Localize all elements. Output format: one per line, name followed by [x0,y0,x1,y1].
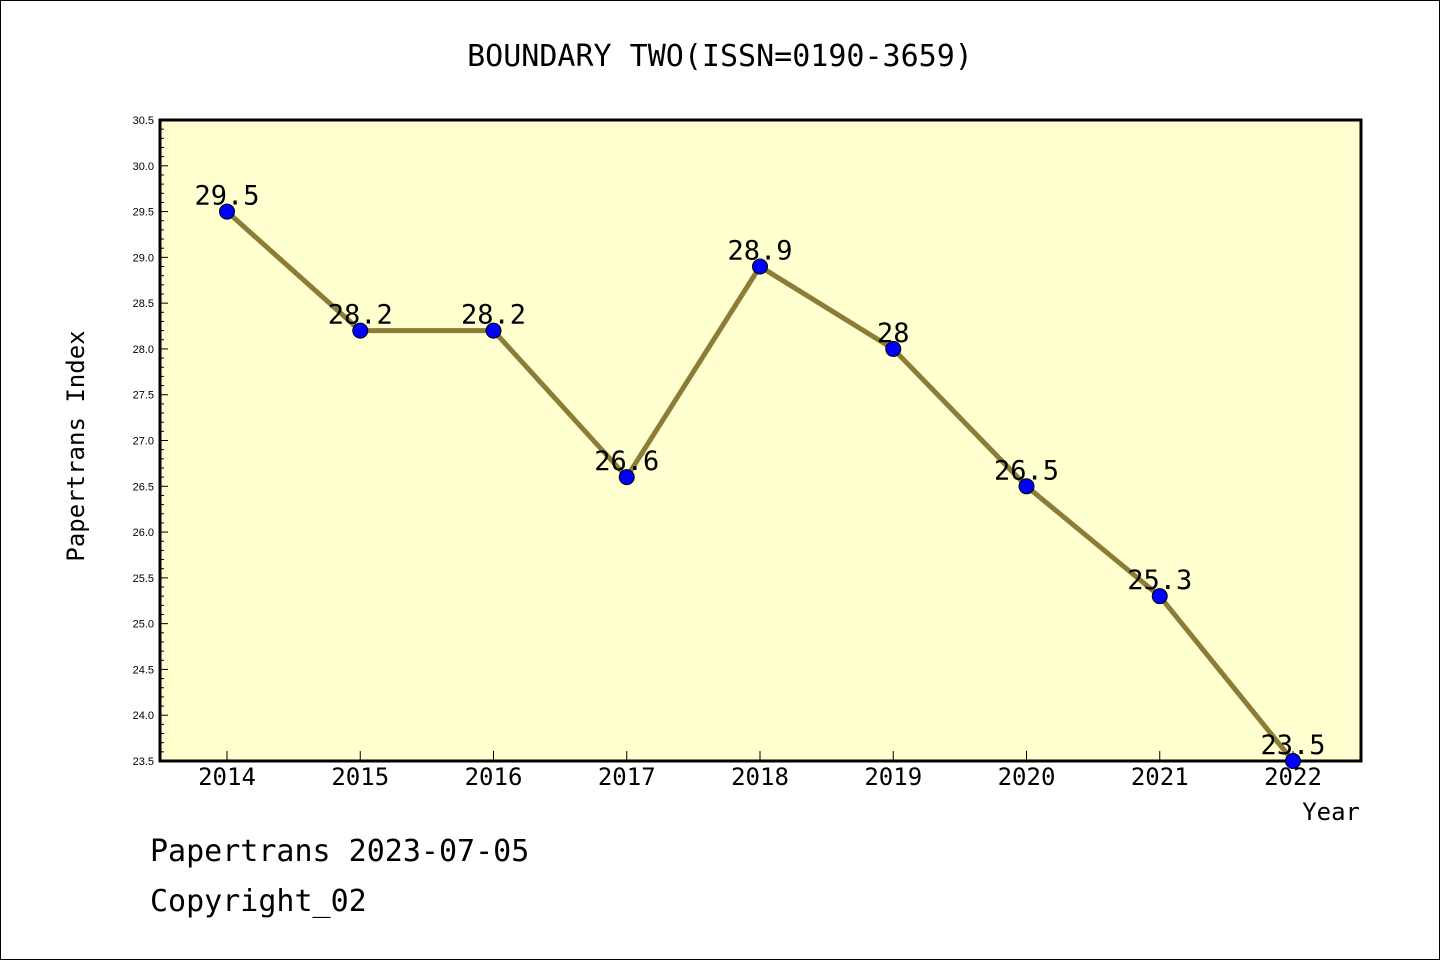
y-tick-label: 27.5 [133,390,154,402]
data-label: 28.2 [461,300,526,331]
data-point [219,203,235,220]
y-tick-label: 26.0 [133,527,154,539]
x-tick-label: 2021 [1131,763,1189,791]
y-tick-label: 27.0 [133,436,154,448]
data-point [885,340,902,357]
x-tick-label: 2015 [331,763,389,791]
y-tick-label: 23.5 [133,756,154,768]
series-markers [219,203,1301,769]
y-tick-label: 25.0 [133,619,154,631]
data-label: 28.2 [328,300,393,331]
data-point [752,258,768,275]
y-tick-label: 28.5 [133,298,154,310]
data-label: 28 [877,318,910,349]
x-tick-label: 2016 [465,763,523,791]
footer-copyright: Copyright_02 [150,884,367,919]
data-point [1018,478,1035,495]
x-tick-label: 2020 [998,763,1056,791]
x-tick-label: 2018 [731,763,789,791]
x-tick-label: 2017 [598,763,656,791]
data-point [1151,588,1168,605]
plot-area [158,118,1363,763]
data-label: 28.9 [727,236,792,267]
data-label: 26.6 [594,446,659,477]
footer-date: Papertrans 2023-07-05 [150,834,530,869]
data-label: 25.3 [1127,565,1192,596]
data-labels: 29.5 28.2 28.2 26.6 28.9 28 26.5 25.3 23.5 [194,181,1325,761]
y-tick-label: 28.0 [133,344,154,356]
x-axis-label: Year [1302,798,1360,826]
data-point [485,322,502,339]
y-tick-label: 30.0 [133,161,154,173]
y-tick-label: 24.5 [133,664,154,676]
data-label: 26.5 [994,455,1059,486]
y-axis-label: Papertrans Index [62,330,90,561]
y-tick-label: 29.5 [133,207,154,219]
y-tick-label: 24.0 [133,710,154,722]
x-tick-label: 2019 [864,763,922,791]
data-label: 23.5 [1260,730,1325,761]
data-point [1285,753,1301,769]
x-axis: 2014 2015 2016 2017 2018 2019 2020 2021 2022 [198,751,1322,791]
data-label: 29.5 [194,181,259,212]
y-tick-label: 26.5 [133,481,154,493]
y-axis: 23.5 24.0 24.5 25.0 25.5 26.0 26.5 27.0 27.5 28.0… [133,115,168,768]
y-tick-label: 25.5 [133,573,154,585]
data-point [618,469,635,486]
chart-title: BOUNDARY TWO(ISSN=0190-3659) [467,39,973,74]
y-tick-label: 30.5 [133,115,154,127]
data-point [352,322,369,339]
x-tick-label: 2014 [198,763,256,791]
y-tick-label: 29.0 [133,252,154,264]
